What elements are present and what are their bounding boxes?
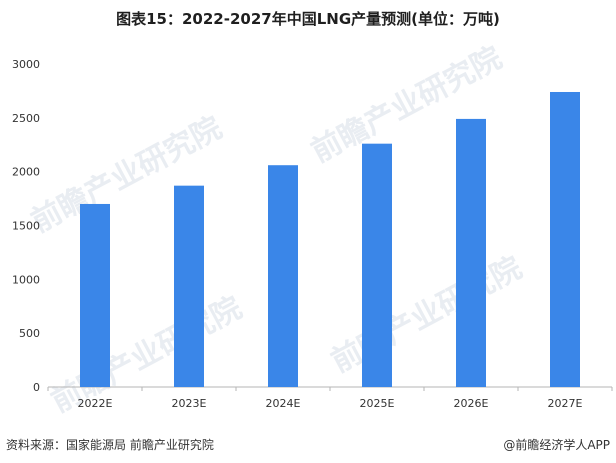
x-tick-label: 2023E: [172, 397, 207, 410]
source-note: 资料来源：国家能源局 前瞻产业研究院: [6, 438, 214, 452]
x-tick-label: 2025E: [360, 397, 395, 410]
y-tick-label: 1500: [12, 220, 40, 233]
bar: [80, 203, 110, 387]
bar: [174, 185, 204, 387]
y-tick-label: 2000: [12, 166, 40, 179]
chart-title: 图表15：2022-2027年中国LNG产量预测(单位：万吨): [116, 10, 500, 28]
brand-label: @前瞻经济学人APP: [503, 438, 610, 452]
x-tick-label: 2024E: [266, 397, 301, 410]
x-tick-label: 2027E: [548, 397, 583, 410]
bar: [550, 91, 580, 387]
bar: [362, 143, 392, 387]
bar: [268, 165, 298, 387]
x-tick-label: 2026E: [454, 397, 489, 410]
y-tick-label: 1000: [12, 273, 40, 286]
x-tick-label: 2022E: [78, 397, 113, 410]
y-tick-label: 500: [19, 327, 40, 340]
y-tick-label: 2500: [12, 112, 40, 125]
y-tick-label: 3000: [12, 58, 40, 71]
bar: [456, 118, 486, 387]
y-tick-label: 0: [33, 381, 40, 394]
